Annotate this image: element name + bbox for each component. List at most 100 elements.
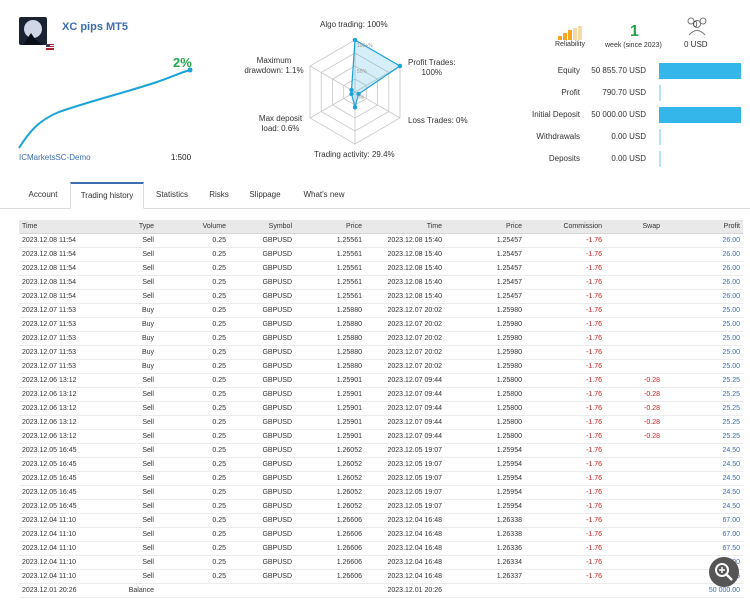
table-row: 2023.12.06 13:12 Sell 0.25 GBPUSD 1.25901 202… — [19, 373, 743, 388]
cell-type: Balance — [105, 583, 157, 598]
cell-commission: -1.76 — [525, 541, 605, 556]
cell-type: Buy — [105, 331, 157, 346]
cell-type: Sell — [105, 387, 157, 402]
cell-symbol: GBPUSD — [229, 555, 295, 570]
cell-swap: -0.28 — [605, 429, 663, 444]
cell-volume: 0.25 — [157, 345, 229, 360]
cell-close-time: 2023.12.05 19:07 — [365, 443, 445, 458]
cell-close-time: 2023.12.01 20:26 — [365, 583, 445, 598]
stat-label-initial-deposit: Initial Deposit — [531, 110, 580, 119]
cell-profit: 67.00 — [663, 513, 743, 528]
cell-profit: 26.00 — [663, 289, 743, 304]
zoom-button[interactable] — [709, 557, 739, 587]
cell-close-price: 1.26336 — [445, 541, 525, 556]
col-swap[interactable]: Swap — [605, 220, 663, 234]
radar-label-load: Max deposit load: 0.6% — [258, 114, 303, 134]
cell-close-price: 1.25457 — [445, 261, 525, 276]
tab-statistics[interactable]: Statistics — [155, 190, 188, 199]
cell-commission: -1.76 — [525, 247, 605, 262]
table-row: 2023.12.01 20:26 Balance 2023.12.01 20:26 5… — [19, 583, 743, 598]
col-close-price[interactable]: Price — [445, 220, 525, 234]
cell-swap: -0.28 — [605, 387, 663, 402]
cell-profit: 25.00 — [663, 345, 743, 360]
table-row: 2023.12.06 13:12 Sell 0.25 GBPUSD 1.25901 202… — [19, 429, 743, 444]
col-symbol[interactable]: Symbol — [229, 220, 295, 234]
table-row: 2023.12.07 11:53 Buy 0.25 GBPUSD 1.25880 2023… — [19, 317, 743, 332]
cell-open-price: 1.25561 — [295, 275, 365, 290]
cell-type: Sell — [105, 569, 157, 584]
cell-symbol: GBPUSD — [229, 359, 295, 374]
table-row: 2023.12.04 11:10 Sell 0.25 GBPUSD 1.26606 202… — [19, 569, 743, 584]
cell-open-price: 1.25880 — [295, 359, 365, 374]
cell-type: Sell — [105, 443, 157, 458]
cell-symbol: GBPUSD — [229, 457, 295, 472]
cell-symbol: GBPUSD — [229, 513, 295, 528]
radar-axis — [354, 65, 401, 93]
broker-link[interactable]: ICMarketsSC-Demo — [19, 153, 91, 162]
cell-commission: -1.76 — [525, 415, 605, 430]
cell-close-time: 2023.12.04 16:48 — [365, 569, 445, 584]
col-open-time[interactable]: Time — [19, 220, 105, 234]
cell-open-price: 1.26052 — [295, 457, 365, 472]
col-open-price[interactable]: Price — [295, 220, 365, 234]
cell-swap — [605, 583, 663, 598]
stat-bar-deposits — [659, 151, 661, 167]
radar-point — [352, 37, 358, 43]
cell-commission: -1.76 — [525, 457, 605, 472]
cell-swap — [605, 555, 663, 570]
tab-account[interactable]: Account — [28, 190, 58, 199]
cell-open-price: 1.25901 — [295, 429, 365, 444]
cell-type: Buy — [105, 303, 157, 318]
cell-close-price: 1.25800 — [445, 401, 525, 416]
cell-profit: 25.25 — [663, 401, 743, 416]
table-row: 2023.12.04 11:10 Sell 0.25 GBPUSD 1.26606 202… — [19, 513, 743, 528]
table-row: 2023.12.07 11:53 Buy 0.25 GBPUSD 1.25880 2023… — [19, 331, 743, 346]
cell-profit: 25.00 — [663, 331, 743, 346]
cell-symbol: GBPUSD — [229, 317, 295, 332]
cell-swap — [605, 233, 663, 248]
table-row: 2023.12.05 16:45 Sell 0.25 GBPUSD 1.26052 202… — [19, 499, 743, 514]
cell-open-time: 2023.12.04 11:10 — [19, 527, 105, 542]
cell-profit: 25.00 — [663, 317, 743, 332]
col-profit[interactable]: Profit — [663, 220, 743, 234]
cell-close-price: 1.25457 — [445, 233, 525, 248]
cell-swap — [605, 247, 663, 262]
cell-symbol: GBPUSD — [229, 373, 295, 388]
cell-close-time: 2023.12.08 15:40 — [365, 247, 445, 262]
cell-open-price: 1.25561 — [295, 289, 365, 304]
table-row: 2023.12.04 11:10 Sell 0.25 GBPUSD 1.26606 202… — [19, 555, 743, 570]
cell-open-time: 2023.12.06 13:12 — [19, 415, 105, 430]
col-close-time[interactable]: Time — [365, 220, 445, 234]
tab-slippage[interactable]: Slippage — [249, 190, 281, 199]
col-volume[interactable]: Volume — [157, 220, 229, 234]
cell-profit: 26.00 — [663, 247, 743, 262]
cell-profit: 25.00 — [663, 359, 743, 374]
cell-close-time: 2023.12.07 20:02 — [365, 317, 445, 332]
radar-axis — [309, 65, 356, 93]
cell-open-price: 1.25561 — [295, 247, 365, 262]
tab-trading-history[interactable]: Trading history — [70, 182, 144, 209]
radar-label-profit-line2: 100% — [421, 68, 443, 77]
account-avatar[interactable] — [19, 17, 47, 45]
col-commission[interactable]: Commission — [525, 220, 605, 234]
cell-symbol: GBPUSD — [229, 261, 295, 276]
cell-commission: -1.76 — [525, 513, 605, 528]
cell-volume: 0.25 — [157, 387, 229, 402]
tab-whats-new[interactable]: What's new — [303, 190, 345, 199]
radar-label-activity: Trading activity: 29.4% — [314, 150, 395, 159]
account-name[interactable]: XC pips MT5 — [62, 21, 129, 33]
cell-swap: -0.28 — [605, 401, 663, 416]
cell-close-price: 1.25980 — [445, 359, 525, 374]
radar-label-load-line2: load: 0.6% — [261, 124, 300, 133]
cell-commission: -1.76 — [525, 331, 605, 346]
cell-profit: 26.00 — [663, 275, 743, 290]
col-type[interactable]: Type — [105, 220, 157, 234]
cell-close-time: 2023.12.07 09:44 — [365, 415, 445, 430]
table-row: 2023.12.05 16:45 Sell 0.25 GBPUSD 1.26052 202… — [19, 443, 743, 458]
cell-volume: 0.25 — [157, 317, 229, 332]
tab-bar: Account Trading history Statistics Risks… — [0, 182, 750, 209]
subscribers-icon — [687, 17, 707, 36]
tab-risks[interactable]: Risks — [209, 190, 229, 199]
cell-symbol — [229, 583, 295, 598]
cell-profit: 25.25 — [663, 429, 743, 444]
